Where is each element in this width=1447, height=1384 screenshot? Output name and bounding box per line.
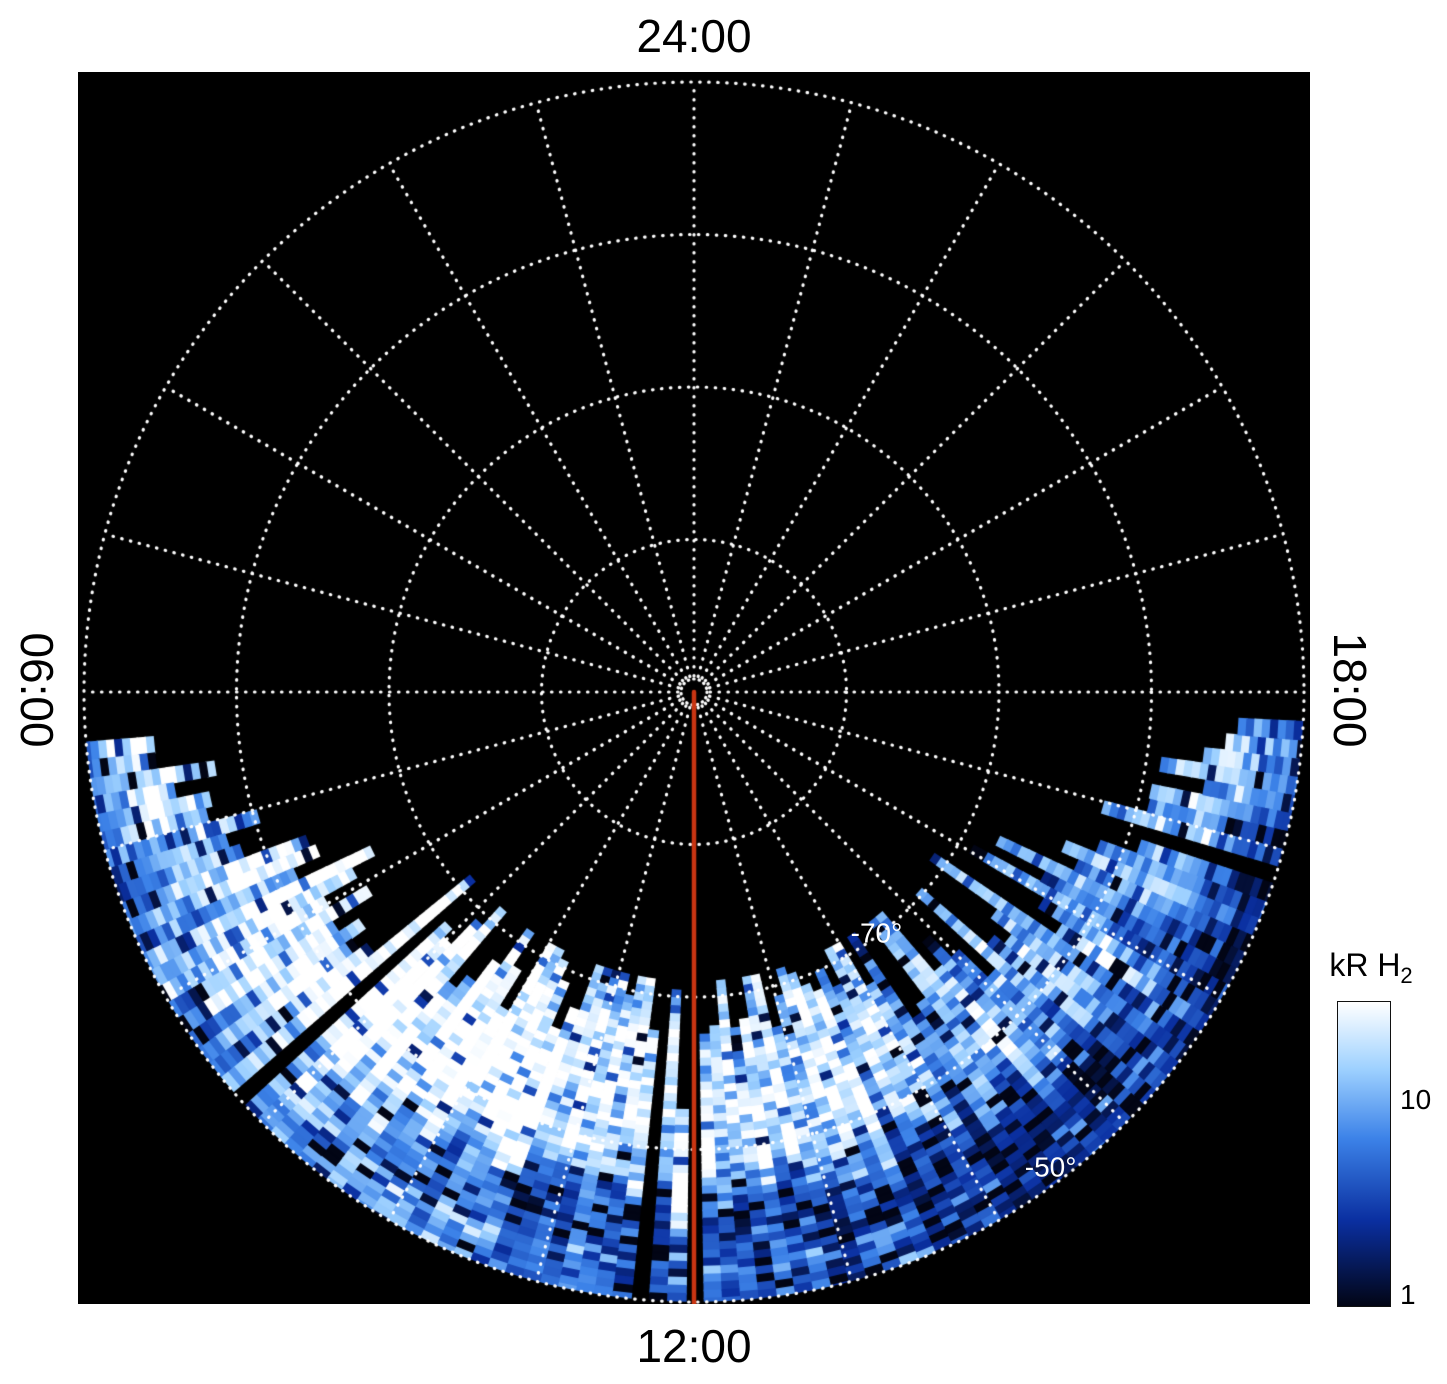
hour-label-top: 24:00 — [636, 10, 752, 62]
polar-plot: -70° -50° — [78, 72, 1310, 1304]
colorbar-ticks: 10 1 — [1400, 1001, 1446, 1310]
polar-heatmap-canvas — [78, 72, 1310, 1304]
hour-label-right: 18:00 — [1324, 632, 1376, 748]
colorbar-tick-label: 1 — [1400, 1279, 1416, 1310]
ring-label: -70° — [850, 917, 903, 949]
colorbar-tick-label: 10 — [1400, 1083, 1432, 1115]
colorbar-gradient — [1337, 1001, 1391, 1307]
hour-label-bottom: 12:00 — [636, 1320, 752, 1372]
colorbar-title-sub: 2 — [1400, 963, 1413, 989]
hour-label-left: 06:00 — [11, 632, 63, 748]
ring-label: -50° — [1024, 1150, 1077, 1182]
colorbar-title: kR H2 — [1329, 947, 1412, 989]
colorbar-title-main: kR H — [1329, 946, 1401, 983]
